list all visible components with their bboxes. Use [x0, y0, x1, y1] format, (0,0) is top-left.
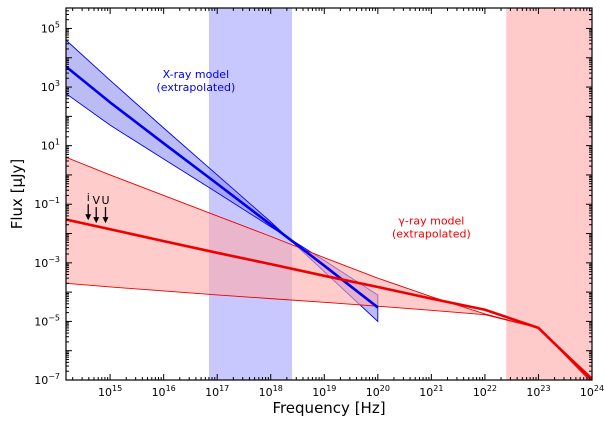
upper-limit-arrow-head — [102, 217, 109, 224]
y-tick-label: 10−7 — [34, 372, 60, 387]
annotations: X-ray model (extrapolated)γ-ray model (ext… — [156, 68, 470, 240]
x-tick-label: 1024 — [580, 384, 604, 399]
x-tick-label: 1022 — [473, 384, 497, 399]
y-tick-label: 105 — [41, 20, 60, 35]
x-tick-label: 1020 — [366, 384, 390, 399]
annotation-line: (extrapolated) — [392, 228, 471, 241]
x-axis-title: Frequency [Hz] — [272, 399, 385, 417]
annotation-1: γ-ray model (extrapolated) — [392, 215, 471, 241]
plot-frame — [65, 7, 593, 381]
upper-limit-label-i: i — [87, 191, 90, 204]
y-tick-label: 101 — [41, 138, 60, 153]
x-tick-label: 1023 — [526, 384, 550, 399]
x-tick-label: 1019 — [312, 384, 336, 399]
y-tick-label: 10−1 — [34, 196, 60, 211]
x-tick-label: 1018 — [259, 384, 283, 399]
x-tick-label: 1021 — [419, 384, 443, 399]
y-tick-label: 10−3 — [34, 255, 60, 270]
x-tick-label: 1017 — [205, 384, 229, 399]
upper-limit-arrow-head — [85, 214, 92, 221]
annotation-line: X-ray model — [163, 68, 229, 81]
axis-ticks — [66, 7, 593, 381]
tick-labels: 1015 1016 1017 1018 1019 1020 1021 1022 1023 1024… — [34, 20, 604, 399]
y-tick-label: 10−5 — [34, 313, 60, 328]
model-lines — [66, 65, 592, 380]
x-tick-label: 1016 — [152, 384, 176, 399]
upper-limit-label-V: V — [92, 194, 100, 207]
annotation-line: γ-ray model — [398, 215, 464, 228]
annotation-line: (extrapolated) — [156, 81, 235, 94]
band-1 — [506, 8, 592, 380]
y-axis-title: Flux [μJy] — [8, 159, 26, 230]
annotation-0: X-ray model (extrapolated) — [156, 68, 235, 94]
x-tick-label: 1015 — [98, 384, 122, 399]
upper-limit-arrow-head — [93, 217, 100, 224]
upper-limit-label-U: U — [101, 194, 109, 207]
series-0-line — [66, 65, 379, 309]
series-1-line — [66, 218, 592, 380]
y-tick-label: 103 — [41, 79, 60, 94]
shaded-bands — [208, 8, 592, 380]
